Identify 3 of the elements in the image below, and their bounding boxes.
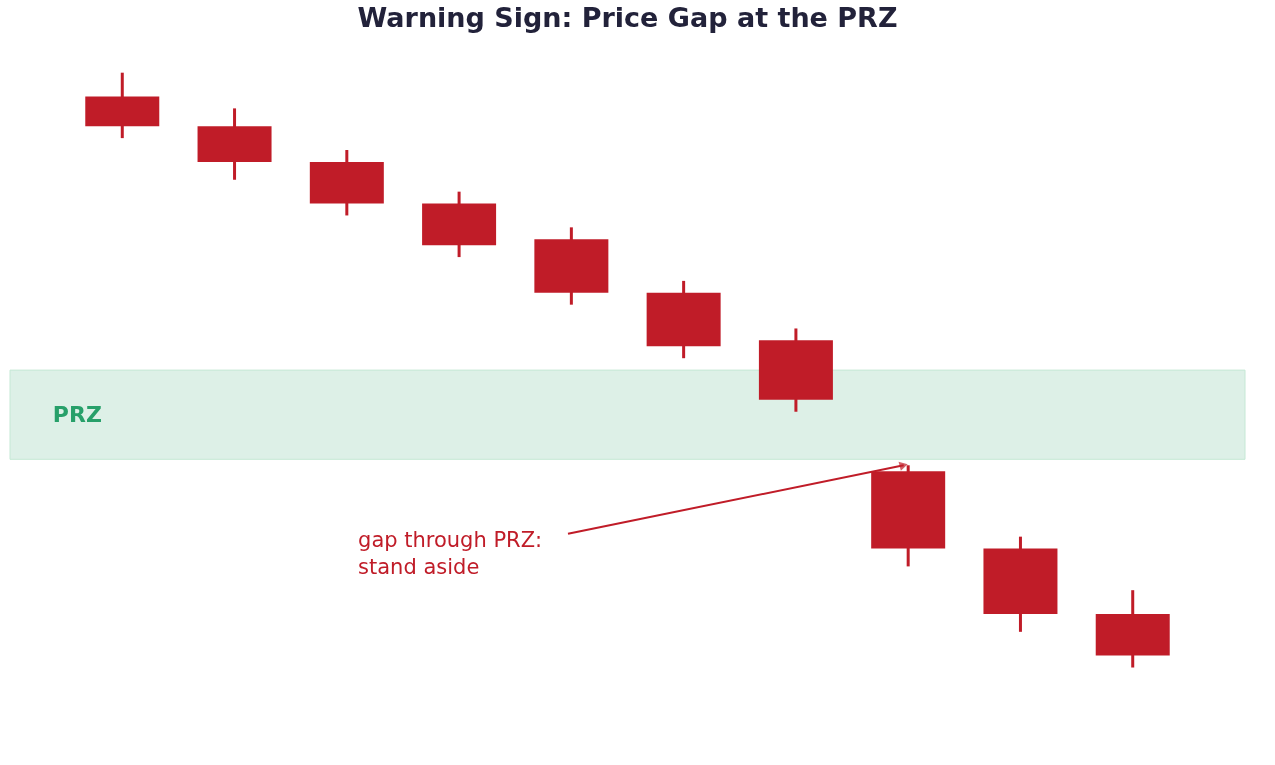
band-label: PRZ (52, 401, 102, 427)
annotation: gap through PRZ: stand aside (358, 527, 543, 580)
chart-title: Warning Sign: Price Gap at the PRZ (357, 2, 898, 33)
